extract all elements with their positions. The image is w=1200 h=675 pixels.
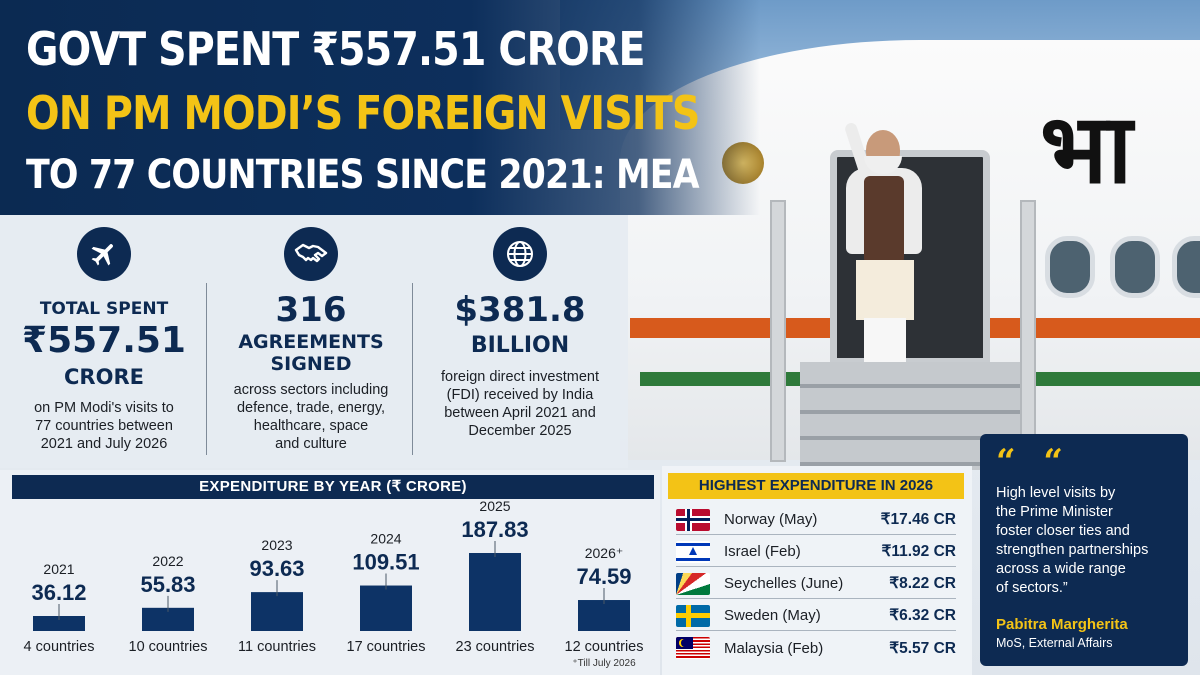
stair-rail xyxy=(770,200,786,462)
quote-author: Pabitra Margherita xyxy=(996,616,1128,633)
list-item: Israel (Feb) ₹11.92 CR xyxy=(676,537,956,567)
chart-footnote: ⁺Till July 2026 xyxy=(572,658,636,669)
list-item: Norway (May) ₹17.46 CR xyxy=(676,505,956,535)
bar-countries-label: 12 countries xyxy=(565,639,644,655)
divider xyxy=(412,283,413,455)
airplane-icon xyxy=(77,227,131,281)
bar-value-label: 187.83 xyxy=(461,517,528,542)
stat-value: $381.8 xyxy=(454,290,586,330)
highest-expenditure-title: HIGHEST EXPENDITURE IN 2026 xyxy=(668,473,964,499)
bar xyxy=(360,585,412,631)
malaysia-flag xyxy=(676,637,710,659)
stat-label: TOTAL SPENT xyxy=(39,299,169,319)
bar xyxy=(578,600,630,631)
sweden-flag xyxy=(676,604,710,627)
bar-countries-label: 23 countries xyxy=(456,639,535,655)
quote-card: “ “ High level visits by the Prime Minist… xyxy=(980,434,1188,666)
bar-countries-label: 10 countries xyxy=(129,639,208,655)
quote-author-role: MoS, External Affairs xyxy=(996,636,1113,650)
country-name: Malaysia (Feb) xyxy=(724,639,824,657)
aircraft-window xyxy=(1172,236,1200,298)
list-item: Sweden (May) ₹6.32 CR xyxy=(676,601,956,631)
stat-unit: BILLION xyxy=(470,333,570,358)
amount: ₹17.46 CR xyxy=(880,511,956,528)
globe-icon xyxy=(493,227,547,281)
amount: ₹5.57 CR xyxy=(889,639,956,657)
stair-rail xyxy=(1020,200,1036,462)
country-name: Norway (May) xyxy=(724,511,818,528)
headline-line-2: ON PM MODI’S FOREIGN VISITS xyxy=(26,86,700,140)
stat-description: on PM Modi's visits to 77 countries betwe… xyxy=(34,400,174,452)
bar xyxy=(142,607,194,631)
israel-flag xyxy=(676,540,710,563)
bar xyxy=(469,553,521,631)
stat-label: AGREEMENTS SIGNED xyxy=(238,331,384,375)
bar-countries-label: 4 countries xyxy=(24,639,95,655)
pm-figure xyxy=(843,121,922,362)
bar-category-label: 2022 xyxy=(152,553,183,569)
bar-value-label: 74.59 xyxy=(576,564,631,589)
quote-text: High level visits by the Prime Minister fo… xyxy=(996,485,1149,596)
headline-line-1: GOVT SPENT ₹557.51 CRORE xyxy=(26,22,646,76)
bar-countries-label: 11 countries xyxy=(238,639,316,655)
aircraft-window xyxy=(1110,236,1160,298)
stat-description: across sectors including defence, trade, … xyxy=(233,382,389,452)
stat-total-spent: TOTAL SPENT ₹557.51 CRORE on PM Modi's v… xyxy=(14,215,194,453)
list-item: Malaysia (Feb) ₹5.57 CR xyxy=(676,633,956,663)
stat-agreements: 316 AGREEMENTS SIGNED across sectors incl… xyxy=(216,215,406,453)
header-band xyxy=(0,0,760,215)
bar xyxy=(33,616,85,631)
amount: ₹6.32 CR xyxy=(889,607,956,624)
bar-countries-label: 17 countries xyxy=(347,639,426,655)
highest-expenditure-panel xyxy=(662,466,972,675)
quote-marks: “ “ xyxy=(996,442,1071,482)
stat-value: 316 xyxy=(275,290,347,330)
bar-category-label: 2026⁺ xyxy=(585,545,624,561)
bar-category-label: 2021 xyxy=(43,561,74,577)
seychelles-flag xyxy=(676,572,710,595)
stat-fdi: $381.8 BILLION foreign direct investment… xyxy=(420,215,620,440)
country-name: Seychelles (June) xyxy=(724,575,844,592)
divider xyxy=(206,283,207,455)
bar-chart: 36.12 2021 4 countries 55.83 2022 10 countrie… xyxy=(24,500,644,669)
list-item: Seychelles (June) ₹8.22 CR xyxy=(676,569,956,599)
chart-panel xyxy=(0,470,660,675)
headline-line-3: TO 77 COUNTRIES SINCE 2021: MEA xyxy=(26,152,700,198)
bar-value-label: 36.12 xyxy=(31,580,86,605)
bar-value-label: 109.51 xyxy=(352,550,419,575)
handshake-icon xyxy=(284,227,338,281)
country-name: Israel (Feb) xyxy=(724,543,801,560)
bar xyxy=(251,592,303,631)
bar-category-label: 2023 xyxy=(261,537,292,553)
country-name: Sweden (May) xyxy=(724,607,821,624)
bar-value-label: 55.83 xyxy=(140,572,195,597)
stat-description: foreign direct investment (FDI) received … xyxy=(441,369,599,439)
bar-value-label: 93.63 xyxy=(249,556,304,581)
amount: ₹11.92 CR xyxy=(881,543,957,560)
aircraft-window xyxy=(1045,236,1095,298)
aircraft-lettering: भा xyxy=(1040,92,1133,205)
chart-title: EXPENDITURE BY YEAR (₹ CRORE) xyxy=(12,475,654,499)
stats-panel: TOTAL SPENT ₹557.51 CRORE on PM Modi's v… xyxy=(0,215,628,468)
stat-unit: CRORE xyxy=(64,365,144,389)
bar-category-label: 2024 xyxy=(370,531,401,547)
bar-category-label: 2025 xyxy=(479,500,510,514)
stat-value: ₹557.51 xyxy=(22,320,186,361)
norway-flag xyxy=(676,508,710,531)
amount: ₹8.22 CR xyxy=(889,575,956,592)
